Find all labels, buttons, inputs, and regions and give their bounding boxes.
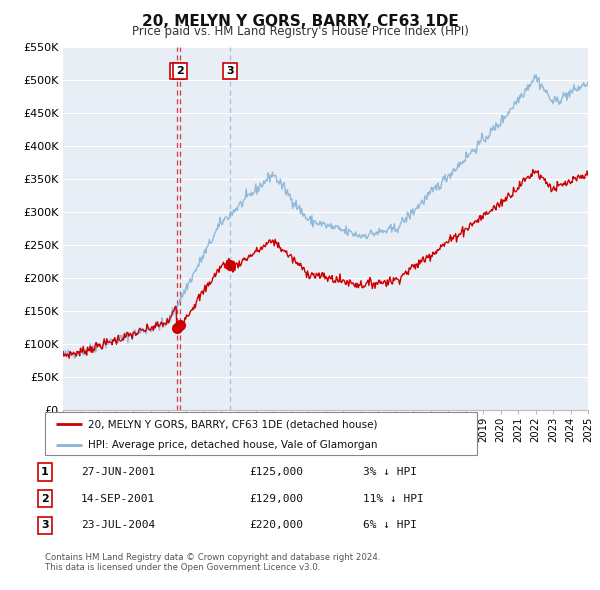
Text: 20, MELYN Y GORS, BARRY, CF63 1DE: 20, MELYN Y GORS, BARRY, CF63 1DE — [142, 14, 458, 28]
Text: 1: 1 — [173, 66, 181, 76]
Text: 2: 2 — [41, 494, 49, 503]
Text: This data is licensed under the Open Government Licence v3.0.: This data is licensed under the Open Gov… — [45, 563, 320, 572]
Text: 20, MELYN Y GORS, BARRY, CF63 1DE (detached house): 20, MELYN Y GORS, BARRY, CF63 1DE (detac… — [88, 419, 378, 430]
Text: 3% ↓ HPI: 3% ↓ HPI — [363, 467, 417, 477]
Text: 11% ↓ HPI: 11% ↓ HPI — [363, 494, 424, 503]
Text: 14-SEP-2001: 14-SEP-2001 — [81, 494, 155, 503]
Text: 1: 1 — [41, 467, 49, 477]
Text: HPI: Average price, detached house, Vale of Glamorgan: HPI: Average price, detached house, Vale… — [88, 440, 378, 450]
Text: 2: 2 — [176, 66, 184, 76]
Text: £125,000: £125,000 — [249, 467, 303, 477]
Text: 3: 3 — [41, 520, 49, 530]
Text: 3: 3 — [226, 66, 234, 76]
Text: £220,000: £220,000 — [249, 520, 303, 530]
Text: 6% ↓ HPI: 6% ↓ HPI — [363, 520, 417, 530]
Text: 27-JUN-2001: 27-JUN-2001 — [81, 467, 155, 477]
Text: 23-JUL-2004: 23-JUL-2004 — [81, 520, 155, 530]
Text: Contains HM Land Registry data © Crown copyright and database right 2024.: Contains HM Land Registry data © Crown c… — [45, 553, 380, 562]
Text: £129,000: £129,000 — [249, 494, 303, 503]
Text: Price paid vs. HM Land Registry's House Price Index (HPI): Price paid vs. HM Land Registry's House … — [131, 25, 469, 38]
FancyBboxPatch shape — [45, 412, 477, 455]
